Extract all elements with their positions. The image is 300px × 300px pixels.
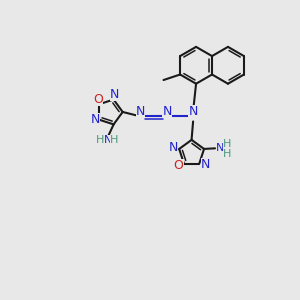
Text: H: H — [223, 139, 231, 148]
Text: H: H — [96, 135, 104, 146]
Text: N: N — [201, 158, 210, 171]
Text: H: H — [223, 149, 231, 159]
Text: N: N — [188, 106, 198, 118]
Text: N: N — [169, 141, 178, 154]
Text: N: N — [162, 106, 172, 118]
Text: H: H — [110, 135, 118, 146]
Text: N: N — [136, 106, 146, 118]
Text: N: N — [110, 88, 119, 101]
Text: N: N — [91, 113, 100, 126]
Text: O: O — [174, 158, 184, 172]
Text: N: N — [104, 135, 112, 145]
Text: O: O — [94, 93, 103, 106]
Text: N: N — [216, 143, 225, 153]
